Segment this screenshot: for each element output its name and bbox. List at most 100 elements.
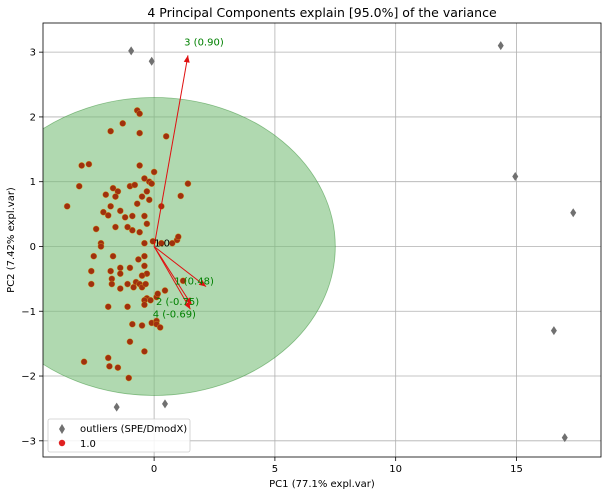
y-tick-label: 3 xyxy=(30,48,36,59)
loading-arrow-label: 1 (0.48) xyxy=(174,277,214,288)
data-point xyxy=(78,162,85,169)
x-tick-label: 0 xyxy=(151,464,157,475)
y-tick-label: 2 xyxy=(30,112,36,123)
legend-outlier-label: outliers (SPE/DmodX) xyxy=(80,424,187,435)
data-points xyxy=(63,107,192,382)
axis-ticks: 0 5 10 15 −3 −2 −1 0 1 2 3 xyxy=(21,48,523,475)
y-tick-label: −1 xyxy=(21,307,36,318)
y-tick-label: −3 xyxy=(21,436,36,447)
data-point xyxy=(116,270,124,277)
data-point xyxy=(129,226,136,234)
loading-arrow xyxy=(153,55,189,247)
data-point xyxy=(131,181,139,189)
y-tick-label: −2 xyxy=(21,372,36,383)
data-point xyxy=(116,207,124,215)
data-point xyxy=(150,168,158,176)
outlier-point xyxy=(497,41,504,51)
x-tick-label: 5 xyxy=(272,464,278,475)
outlier-point xyxy=(128,46,135,56)
outlier-point xyxy=(550,326,557,336)
legend: outliers (SPE/DmodX) 1.0 xyxy=(47,418,191,453)
center-label: 1.0 xyxy=(154,238,170,249)
loading-arrowhead xyxy=(184,301,191,310)
loading-arrowhead xyxy=(198,279,207,287)
data-point xyxy=(104,303,112,311)
data-point xyxy=(114,364,122,371)
legend-box xyxy=(47,418,191,453)
data-point xyxy=(104,212,112,219)
loading-arrow xyxy=(153,246,192,306)
data-point xyxy=(126,264,134,272)
data-point xyxy=(143,188,151,195)
data-point xyxy=(112,223,119,231)
data-point xyxy=(138,193,146,200)
outlier-point xyxy=(512,172,519,182)
legend-series-marker xyxy=(58,439,66,447)
data-point xyxy=(136,110,143,117)
data-point xyxy=(138,272,146,279)
chart-title: 4 Principal Components explain [95.0%] o… xyxy=(147,5,497,20)
data-point xyxy=(108,280,116,288)
data-point xyxy=(124,280,131,288)
data-point xyxy=(129,320,136,328)
data-point xyxy=(158,239,165,247)
legend-outlier-marker xyxy=(59,424,65,434)
outlier-point xyxy=(570,208,577,218)
loading-arrow-label: 2 (-0.75) xyxy=(156,297,199,308)
data-point xyxy=(80,358,88,366)
confidence-ellipse xyxy=(43,97,336,396)
outlier-point xyxy=(148,56,155,66)
x-axis-label: PC1 (77.1% expl.var) xyxy=(269,479,375,490)
data-point xyxy=(119,120,127,127)
loading-arrow xyxy=(153,246,207,288)
loading-arrow-label: 4 (-0.69) xyxy=(153,309,196,320)
data-point xyxy=(136,162,143,169)
data-point xyxy=(138,322,146,329)
data-point xyxy=(156,324,164,331)
data-point xyxy=(154,290,162,298)
outlier-points xyxy=(113,41,577,443)
loading-arrowhead xyxy=(185,297,192,305)
data-point xyxy=(116,285,124,292)
data-point xyxy=(141,301,148,309)
plot-frame xyxy=(42,22,602,458)
data-point xyxy=(136,228,143,236)
data-point xyxy=(63,203,71,210)
data-point xyxy=(126,338,134,345)
data-point xyxy=(109,252,117,260)
data-point xyxy=(92,225,100,233)
data-point xyxy=(107,267,114,275)
data-point xyxy=(106,363,113,370)
x-tick-label: 10 xyxy=(389,464,402,475)
loading-arrow-labels: 3 (0.90) 1 (0.48) 2 (-0.75)4 (-0.69) xyxy=(153,37,224,320)
data-point xyxy=(136,129,143,137)
data-point xyxy=(177,192,184,200)
data-point xyxy=(116,264,124,272)
data-point xyxy=(88,267,95,275)
data-point xyxy=(179,277,187,285)
data-point xyxy=(141,239,148,247)
y-axis-label: PC2 (7.42% expl.var) xyxy=(6,187,17,293)
data-point xyxy=(100,208,107,216)
loading-arrow xyxy=(153,246,191,310)
data-point xyxy=(121,214,129,221)
data-point xyxy=(145,196,153,204)
y-tick-label: 1 xyxy=(30,177,36,188)
data-point xyxy=(125,374,133,382)
data-point xyxy=(130,283,137,291)
data-point xyxy=(147,296,154,304)
loading-arrow-label: 3 (0.90) xyxy=(184,37,224,48)
loading-arrows xyxy=(153,55,207,310)
data-point xyxy=(162,133,170,140)
data-point xyxy=(88,280,95,288)
data-point xyxy=(129,212,136,220)
outlier-point xyxy=(161,399,168,409)
data-point xyxy=(90,252,98,260)
data-point xyxy=(109,184,117,192)
data-point xyxy=(143,220,151,228)
data-point xyxy=(142,280,149,288)
data-point xyxy=(141,262,148,270)
data-point xyxy=(141,175,148,182)
data-point xyxy=(168,239,176,247)
